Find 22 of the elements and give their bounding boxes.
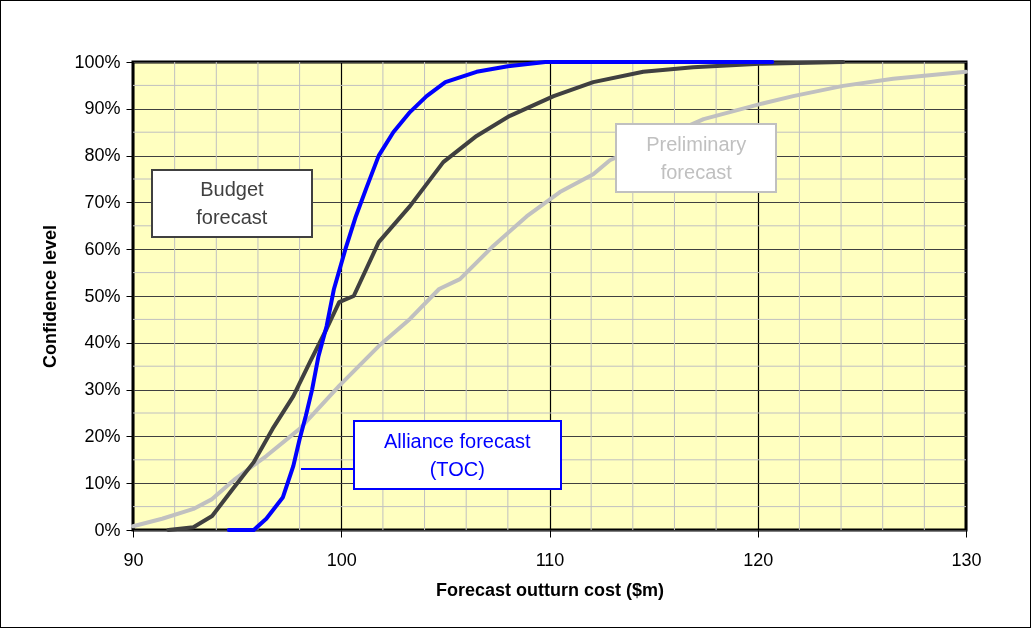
- y-axis-title: Confidence level: [40, 224, 61, 369]
- x-tick-label: 120: [743, 549, 774, 570]
- x-tick-label: 130: [951, 549, 982, 570]
- y-tick-label: 40%: [84, 332, 121, 353]
- y-tick-label: 80%: [84, 145, 121, 166]
- x-tick-label: 110: [535, 549, 565, 570]
- y-tick-label: 100%: [74, 51, 121, 72]
- y-tick-label: 20%: [84, 425, 121, 446]
- callout-box: Alliance forecast (TOC): [352, 420, 562, 490]
- x-tick-label: 100: [326, 549, 357, 570]
- y-tick-label: 50%: [84, 285, 121, 306]
- y-tick-label: 60%: [84, 238, 121, 259]
- y-tick-label: 10%: [84, 472, 121, 493]
- y-tick-label: 30%: [84, 379, 121, 400]
- series-label: Preliminary forecast: [645, 132, 748, 185]
- x-axis-title: Forecast outturn cost ($m): [435, 579, 665, 600]
- callout-box: Preliminary forecast: [615, 122, 778, 194]
- y-tick-label: 90%: [84, 98, 121, 119]
- y-tick-label: 0%: [94, 519, 121, 540]
- x-tick-label: 90: [123, 549, 144, 570]
- y-tick-label: 70%: [84, 191, 121, 212]
- callout-box: Budget forecast: [150, 168, 314, 238]
